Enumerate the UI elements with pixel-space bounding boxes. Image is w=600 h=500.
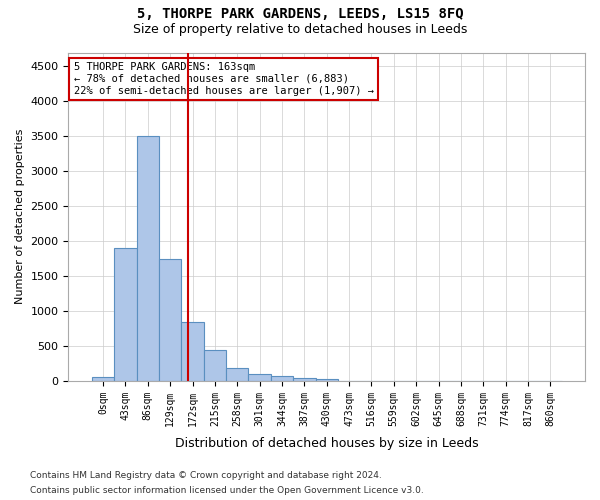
Bar (114, 248, 137, 381)
Bar (271, 376, 293, 381)
Y-axis label: Number of detached properties: Number of detached properties (15, 129, 25, 304)
Bar (204, 350, 226, 381)
Text: 5, THORPE PARK GARDENS, LEEDS, LS15 8FQ: 5, THORPE PARK GARDENS, LEEDS, LS15 8FQ (137, 8, 463, 22)
Bar (181, 322, 204, 381)
Text: Contains HM Land Registry data © Crown copyright and database right 2024.: Contains HM Land Registry data © Crown c… (30, 471, 382, 480)
Bar (159, 258, 181, 381)
Text: Contains public sector information licensed under the Open Government Licence v3: Contains public sector information licen… (30, 486, 424, 495)
Bar (316, 379, 338, 381)
X-axis label: Distribution of detached houses by size in Leeds: Distribution of detached houses by size … (175, 437, 479, 450)
Text: Size of property relative to detached houses in Leeds: Size of property relative to detached ho… (133, 22, 467, 36)
Bar (226, 368, 248, 381)
Bar (248, 374, 271, 381)
Bar (137, 136, 159, 381)
Text: 5 THORPE PARK GARDENS: 163sqm
← 78% of detached houses are smaller (6,883)
22% o: 5 THORPE PARK GARDENS: 163sqm ← 78% of d… (74, 62, 374, 96)
Bar (92, 378, 114, 381)
Bar (293, 378, 316, 381)
